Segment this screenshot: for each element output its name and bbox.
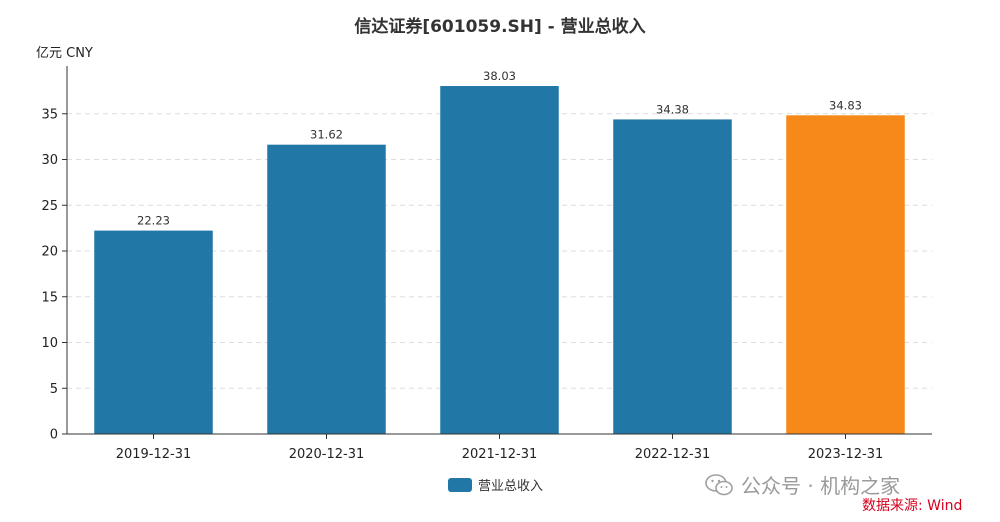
wechat-icon: [705, 473, 733, 495]
axes: 0 5 10 15 20 25 30 35 2019-12-31 2020-12-31 2021-1…: [41, 66, 932, 462]
bar-value-label: 22.23: [137, 214, 170, 228]
data-source: 数据来源: Wind: [862, 498, 963, 514]
bar[interactable]: [440, 86, 559, 434]
bar[interactable]: [267, 144, 386, 434]
bar-value-label: 38.03: [483, 69, 516, 83]
watermark-text: 公众号 · 机构之家: [741, 474, 901, 498]
legend[interactable]: 营业总收入: [448, 475, 543, 494]
watermark: 公众号 · 机构之家: [705, 470, 900, 499]
y-tick-label: 20: [41, 245, 58, 260]
bar[interactable]: [786, 115, 905, 435]
bar[interactable]: [613, 119, 732, 434]
y-tick-label: 30: [41, 153, 58, 168]
x-tick-label: 2019-12-31: [116, 447, 192, 462]
y-tick-label: 10: [41, 336, 58, 351]
legend-label: 营业总收入: [478, 479, 544, 494]
x-tick-label: 2023-12-31: [808, 447, 884, 462]
y-tick-label: 25: [41, 199, 58, 214]
bar[interactable]: [94, 230, 213, 434]
x-tick-label: 2020-12-31: [289, 447, 365, 462]
chart-title: 信达证券[601059.SH] - 营业总收入: [354, 17, 646, 37]
x-tick-label: 2021-12-31: [462, 447, 538, 462]
y-tick-label: 15: [41, 290, 58, 305]
y-tick-label: 5: [50, 382, 58, 397]
y-tick-label: 0: [50, 428, 58, 443]
bar-value-label: 34.38: [656, 102, 689, 116]
bar-value-label: 31.62: [310, 128, 343, 142]
x-tick-label: 2022-12-31: [635, 447, 711, 462]
legend-swatch: [448, 477, 472, 492]
bar-value-label: 34.83: [829, 98, 862, 112]
y-tick-label: 35: [41, 107, 58, 122]
y-axis-unit: 亿元 CNY: [36, 46, 93, 61]
bars: 22.23 31.62 38.03 34.38 34.83: [94, 69, 905, 435]
